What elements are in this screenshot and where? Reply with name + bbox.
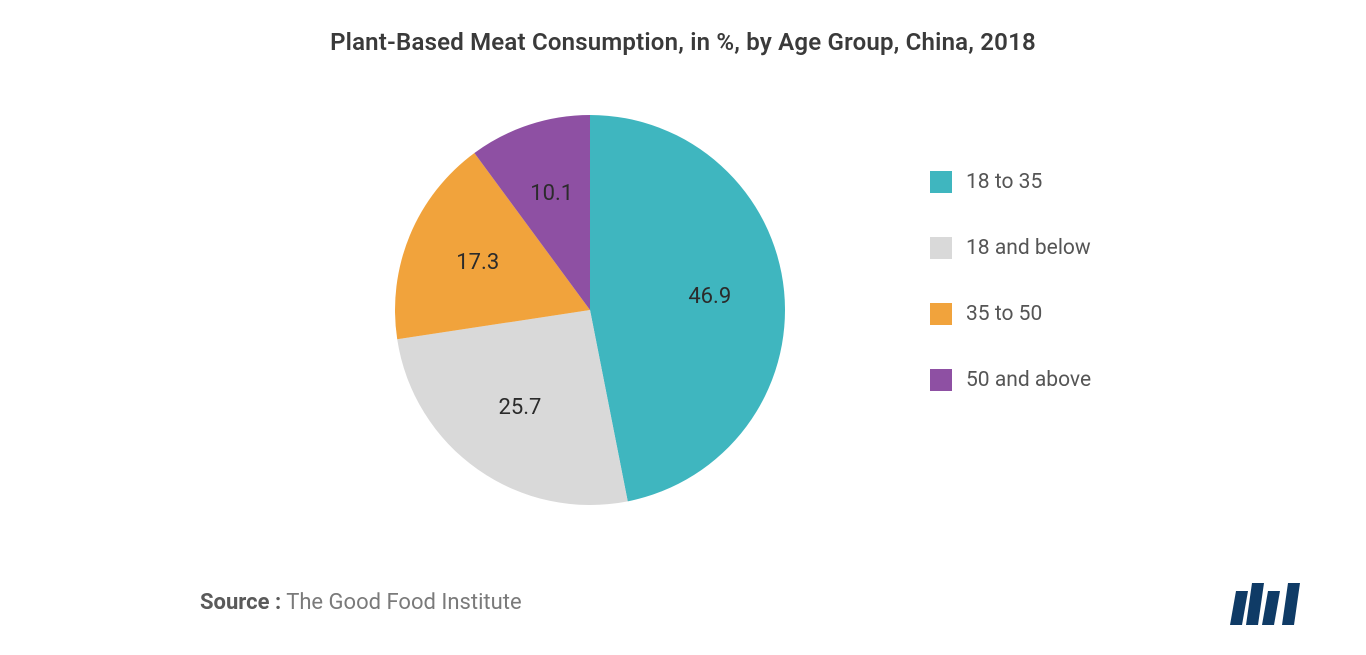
legend-item: 18 to 35: [930, 170, 1180, 194]
source-text: The Good Food Institute: [286, 590, 521, 615]
brand-logo: [1230, 581, 1306, 625]
legend-swatch: [930, 369, 952, 391]
pie-slice-label: 17.3: [456, 250, 499, 275]
legend-swatch: [930, 237, 952, 259]
legend-label: 18 and below: [966, 236, 1091, 260]
legend-label: 35 to 50: [966, 302, 1042, 326]
legend-label: 50 and above: [966, 368, 1091, 392]
legend: 18 to 35 18 and below 35 to 50 50 and above: [930, 170, 1180, 434]
source-prefix: Source :: [200, 590, 281, 615]
pie-slice-label: 10.1: [530, 181, 573, 206]
source-line: Source : The Good Food Institute: [200, 590, 522, 615]
pie-chart: 46.9 25.7 17.3 10.1: [380, 100, 800, 520]
legend-label: 18 to 35: [966, 170, 1042, 194]
legend-swatch: [930, 303, 952, 325]
legend-swatch: [930, 171, 952, 193]
pie-slice-label: 25.7: [498, 395, 541, 420]
legend-item: 18 and below: [930, 236, 1180, 260]
legend-item: 35 to 50: [930, 302, 1180, 326]
pie-slice-label: 46.9: [688, 284, 731, 309]
chart-title: Plant-Based Meat Consumption, in %, by A…: [0, 28, 1366, 56]
legend-item: 50 and above: [930, 368, 1180, 392]
